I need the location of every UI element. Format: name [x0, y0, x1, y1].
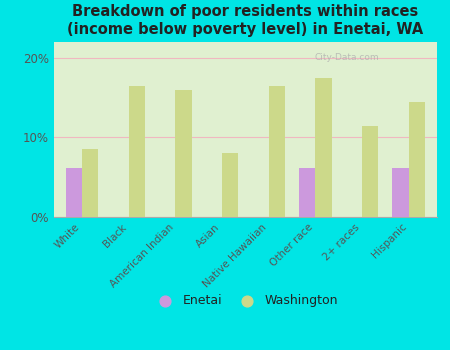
Legend: Enetai, Washington: Enetai, Washington — [148, 289, 343, 312]
Bar — [392, 168, 409, 217]
Bar — [222, 153, 238, 217]
Bar — [315, 78, 332, 217]
Bar — [299, 168, 315, 217]
Bar — [82, 149, 98, 217]
Text: City-Data.com: City-Data.com — [314, 52, 379, 62]
Bar — [409, 102, 425, 217]
Bar — [66, 168, 82, 217]
Bar — [269, 86, 285, 217]
Bar — [129, 86, 145, 217]
Bar — [176, 90, 192, 217]
Bar — [362, 126, 378, 217]
Title: Breakdown of poor residents within races
(income below poverty level) in Enetai,: Breakdown of poor residents within races… — [67, 4, 423, 37]
